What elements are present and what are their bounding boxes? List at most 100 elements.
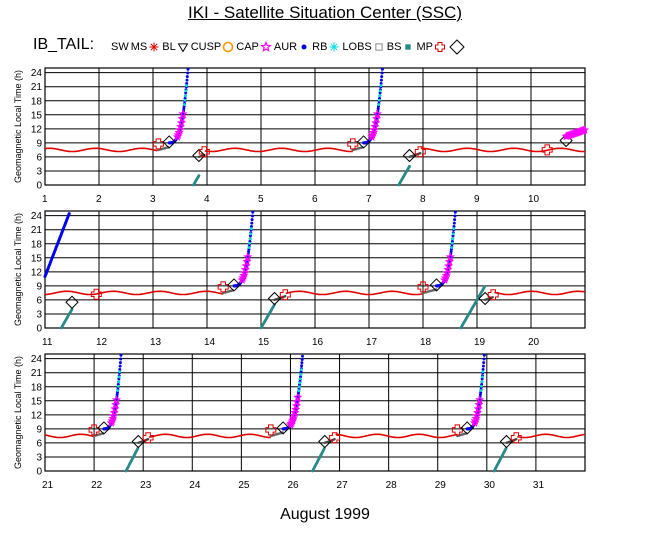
ms-trace xyxy=(44,290,586,296)
bs-outbound xyxy=(124,447,140,473)
y-tick-label: 18 xyxy=(31,239,43,250)
y-tick-label: 6 xyxy=(36,438,42,449)
bs-outbound xyxy=(59,307,74,330)
grid xyxy=(45,68,585,186)
x-tick-label: 31 xyxy=(533,480,545,491)
x-tick-label: 29 xyxy=(435,480,447,491)
cap-markers xyxy=(561,125,590,141)
y-tick-label: 21 xyxy=(31,82,43,93)
mp-marker xyxy=(90,288,102,300)
y-tick-label: 12 xyxy=(31,124,43,135)
trajectory xyxy=(44,353,586,473)
x-tick-label: 3 xyxy=(150,194,156,205)
bs-outbound xyxy=(397,164,411,187)
mp-marker xyxy=(510,432,522,444)
y-tick-label: 3 xyxy=(36,309,42,320)
mp-marker xyxy=(414,146,426,158)
legend-symbol-star xyxy=(260,40,272,52)
y-tick-label: 0 xyxy=(36,467,42,478)
x-tick-label: 13 xyxy=(150,337,162,348)
bs-crossing-marker xyxy=(356,135,371,149)
x-tick-label: 2 xyxy=(96,194,102,205)
bs-outbound xyxy=(192,174,201,187)
y-axis-label: Geomagnetic Local Time (h) xyxy=(13,70,23,183)
legend-symbol-asterisk xyxy=(149,42,159,52)
mp-marker xyxy=(217,281,229,293)
y-tick-label: 0 xyxy=(36,181,42,192)
panel-frame xyxy=(44,210,586,329)
x-tick-label: 20 xyxy=(528,337,540,348)
x-tick-label: 26 xyxy=(287,480,299,491)
legend-item-sw: SW xyxy=(111,41,129,53)
legend-item-label: BL xyxy=(162,40,176,53)
x-tick-label: 21 xyxy=(42,480,54,491)
legend-item-label: MP xyxy=(416,40,433,53)
legend-symbol-plus xyxy=(434,41,445,52)
x-tick-label: 22 xyxy=(91,480,103,491)
mp-marker xyxy=(265,424,277,436)
bs-outbound xyxy=(259,303,276,330)
legend-item-bs: BS xyxy=(387,41,415,53)
legend-item-rb: RB xyxy=(312,41,340,53)
bs-crossing-marker xyxy=(267,291,282,306)
cap-markers xyxy=(237,252,253,284)
cap-markers xyxy=(440,252,455,284)
x-tick-label: 28 xyxy=(386,480,398,491)
mp-marker xyxy=(451,424,463,436)
x-tick-label: 14 xyxy=(204,337,216,348)
legend-item-lobs: LOBS xyxy=(342,41,384,53)
legend-symbol-triangle-down xyxy=(177,43,189,53)
y-axis-label: Geomagnetic Local Time (h) xyxy=(13,356,23,469)
x-tick-label: 16 xyxy=(312,337,324,348)
y-tick-label: 3 xyxy=(36,452,42,463)
bs-crossing-marker xyxy=(429,278,444,292)
rb-markers xyxy=(182,84,188,106)
y-tick-label: 18 xyxy=(31,96,43,107)
mp-marker xyxy=(329,432,341,444)
rb-markers xyxy=(450,227,456,249)
y-tick-label: 24 xyxy=(31,354,43,365)
legend-item-label: CAP xyxy=(236,40,259,53)
legend-symbol-diamond xyxy=(449,39,465,55)
x-tick-label: 17 xyxy=(366,337,378,348)
cap-markers xyxy=(106,395,122,427)
cap-markers xyxy=(469,395,485,427)
y-tick-label: 6 xyxy=(36,152,42,163)
y-tick-label: 24 xyxy=(31,68,43,79)
legend-symbol-square xyxy=(375,43,383,51)
y-tick-label: 15 xyxy=(31,110,43,121)
grid xyxy=(45,211,585,329)
bs-crossing-marker xyxy=(478,291,492,306)
legend-item-cusp: CUSP xyxy=(191,41,235,53)
y-tick-label: 6 xyxy=(36,295,42,306)
y-tick-label: 24 xyxy=(31,211,43,222)
y-tick-label: 12 xyxy=(31,410,43,421)
legend-item-label: BS xyxy=(386,40,402,53)
chart-title: IKI - Satellite Situation Center (SSC) xyxy=(0,3,650,23)
mp-marker xyxy=(198,146,210,158)
legend-item-aur: AUR xyxy=(274,41,310,53)
x-tick-label: 30 xyxy=(484,480,496,491)
bs-outbound xyxy=(492,447,508,473)
legend-symbol-asterisk xyxy=(329,42,339,52)
rb-markers xyxy=(116,370,122,392)
cap-markers xyxy=(367,109,382,141)
bs-crossing-marker xyxy=(97,421,111,435)
rb-markers xyxy=(297,368,303,392)
y-tick-label: 18 xyxy=(31,382,43,393)
x-tick-label: 4 xyxy=(204,194,210,205)
legend-item-label: MS xyxy=(130,40,148,53)
bs-outbound xyxy=(311,447,326,473)
legend-symbol-square-filled xyxy=(405,44,412,50)
x-tick-label: 12 xyxy=(96,337,108,348)
x-tick-label: 19 xyxy=(474,337,486,348)
mp-marker xyxy=(347,138,359,150)
bs-outbound xyxy=(459,285,486,330)
legend-item-cap: CAP xyxy=(236,41,272,53)
cap-markers xyxy=(172,109,188,141)
panel-frame xyxy=(44,353,586,472)
x-tick-label: 27 xyxy=(337,480,349,491)
chart-title-text: IKI - Satellite Situation Center (SSC) xyxy=(187,3,462,22)
ms-trace xyxy=(44,433,586,439)
